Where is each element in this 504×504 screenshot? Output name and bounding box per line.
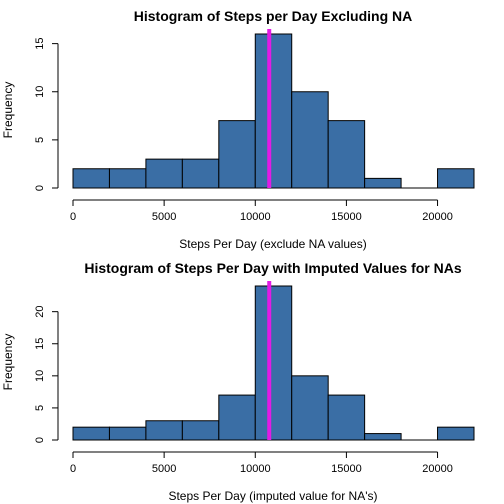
- histogram-bar: [181, 158, 220, 189]
- x-tick-label: 0: [70, 463, 76, 475]
- x-tick-label: 15000: [331, 463, 362, 475]
- histogram-bar: [218, 394, 256, 441]
- x-tick-label: 15000: [331, 211, 362, 223]
- y-axis: 0 5 10 15 20: [34, 306, 59, 443]
- histogram-bar: [437, 426, 475, 441]
- y-tick-label: 15: [34, 338, 46, 350]
- histogram-bar: [364, 433, 402, 441]
- chart-title: Histogram of Steps Per Day with Imputed …: [84, 260, 462, 276]
- histogram-bar: [145, 158, 183, 189]
- y-tick-label: 0: [34, 185, 46, 191]
- x-tick-label: 5000: [152, 211, 176, 223]
- histogram-bar: [108, 426, 147, 441]
- y-tick-label: 10: [34, 86, 46, 98]
- x-tick-label: 20000: [422, 211, 453, 223]
- histogram-panel-excluding-na: Histogram of Steps per Day Excluding NA …: [1, 8, 475, 251]
- x-tick-label: 10000: [240, 463, 271, 475]
- histogram-bar: [327, 120, 366, 189]
- histogram-bar: [254, 285, 293, 441]
- histogram-bar: [254, 33, 293, 189]
- y-axis: 0 5 10 15: [34, 38, 59, 191]
- y-tick-label: 5: [34, 405, 46, 411]
- histogram-bar: [145, 420, 183, 441]
- histogram-bar: [72, 426, 110, 441]
- histogram-bar: [364, 177, 402, 189]
- x-tick-label: 0: [70, 211, 76, 223]
- histogram-bar: [72, 168, 110, 189]
- x-tick-label: 20000: [422, 463, 453, 475]
- chart-title: Histogram of Steps per Day Excluding NA: [134, 8, 413, 24]
- histogram-bar: [291, 375, 329, 441]
- x-tick-label: 5000: [152, 463, 176, 475]
- histogram-bar: [327, 394, 366, 441]
- y-tick-label: 15: [34, 38, 46, 50]
- y-axis-label: Frequency: [1, 82, 15, 139]
- histogram-bar: [437, 168, 475, 189]
- histogram-bar: [218, 120, 256, 189]
- y-axis-label: Frequency: [1, 334, 15, 391]
- histogram-bar: [181, 420, 220, 441]
- x-axis: 0 5000 10000 15000 20000: [70, 199, 453, 223]
- histogram-bar: [291, 91, 329, 189]
- x-axis: 0 5000 10000 15000 20000: [70, 451, 453, 475]
- y-tick-label: 0: [34, 437, 46, 443]
- histogram-panel-imputed: Histogram of Steps Per Day with Imputed …: [1, 260, 475, 503]
- x-axis-label: Steps Per Day (exclude NA values): [179, 237, 366, 251]
- bars: [72, 285, 475, 441]
- y-tick-label: 20: [34, 306, 46, 318]
- y-tick-label: 5: [34, 137, 46, 143]
- histogram-bar: [108, 168, 147, 189]
- x-tick-label: 10000: [240, 211, 271, 223]
- y-tick-label: 10: [34, 370, 46, 382]
- x-axis-label: Steps Per Day (imputed value for NA's): [168, 489, 377, 503]
- bars: [72, 33, 475, 189]
